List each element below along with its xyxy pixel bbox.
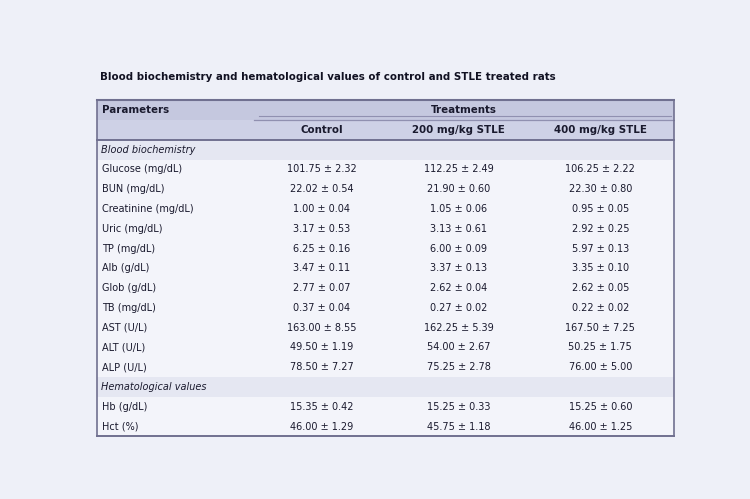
Text: 167.50 ± 7.25: 167.50 ± 7.25 xyxy=(566,323,635,333)
Bar xyxy=(97,140,674,160)
Text: Hematological values: Hematological values xyxy=(101,382,207,392)
Bar xyxy=(97,179,674,199)
Bar xyxy=(97,377,674,397)
Text: Hb (g/dL): Hb (g/dL) xyxy=(103,402,148,412)
Text: 112.25 ± 2.49: 112.25 ± 2.49 xyxy=(424,165,494,175)
Bar xyxy=(97,298,674,318)
Text: 6.00 ± 0.09: 6.00 ± 0.09 xyxy=(430,244,487,253)
Text: 21.90 ± 0.60: 21.90 ± 0.60 xyxy=(427,184,490,194)
Text: 162.25 ± 5.39: 162.25 ± 5.39 xyxy=(424,323,494,333)
Bar xyxy=(97,239,674,258)
Text: 46.00 ± 1.25: 46.00 ± 1.25 xyxy=(568,422,632,432)
Bar xyxy=(97,258,674,278)
Bar xyxy=(97,199,674,219)
Text: 50.25 ± 1.75: 50.25 ± 1.75 xyxy=(568,342,632,352)
Bar xyxy=(97,100,674,120)
Text: 2.77 ± 0.07: 2.77 ± 0.07 xyxy=(293,283,351,293)
Text: TP (mg/dL): TP (mg/dL) xyxy=(103,244,155,253)
Text: 46.00 ± 1.29: 46.00 ± 1.29 xyxy=(290,422,353,432)
Bar xyxy=(97,357,674,377)
Bar xyxy=(97,337,674,357)
Text: 6.25 ± 0.16: 6.25 ± 0.16 xyxy=(293,244,350,253)
Text: 2.62 ± 0.05: 2.62 ± 0.05 xyxy=(572,283,629,293)
Text: ALP (U/L): ALP (U/L) xyxy=(103,362,147,372)
Text: Parameters: Parameters xyxy=(103,105,170,115)
Text: Blood biochemistry: Blood biochemistry xyxy=(101,145,196,155)
Bar xyxy=(97,278,674,298)
Text: 0.22 ± 0.02: 0.22 ± 0.02 xyxy=(572,303,629,313)
Text: 22.02 ± 0.54: 22.02 ± 0.54 xyxy=(290,184,354,194)
Text: 1.05 ± 0.06: 1.05 ± 0.06 xyxy=(430,204,487,214)
Text: 5.97 ± 0.13: 5.97 ± 0.13 xyxy=(572,244,629,253)
Text: 54.00 ± 2.67: 54.00 ± 2.67 xyxy=(427,342,490,352)
Text: TB (mg/dL): TB (mg/dL) xyxy=(103,303,156,313)
Text: 200 mg/kg STLE: 200 mg/kg STLE xyxy=(412,125,505,135)
Text: 49.50 ± 1.19: 49.50 ± 1.19 xyxy=(290,342,353,352)
Text: Creatinine (mg/dL): Creatinine (mg/dL) xyxy=(103,204,194,214)
Text: 15.35 ± 0.42: 15.35 ± 0.42 xyxy=(290,402,354,412)
Text: 3.17 ± 0.53: 3.17 ± 0.53 xyxy=(293,224,350,234)
Text: 75.25 ± 2.78: 75.25 ± 2.78 xyxy=(427,362,490,372)
Text: 0.27 ± 0.02: 0.27 ± 0.02 xyxy=(430,303,488,313)
Text: Glob (g/dL): Glob (g/dL) xyxy=(103,283,157,293)
Text: 3.13 ± 0.61: 3.13 ± 0.61 xyxy=(430,224,487,234)
Text: 3.47 ± 0.11: 3.47 ± 0.11 xyxy=(293,263,350,273)
Text: Glucose (mg/dL): Glucose (mg/dL) xyxy=(103,165,182,175)
Text: 78.50 ± 7.27: 78.50 ± 7.27 xyxy=(290,362,354,372)
Bar xyxy=(97,397,674,417)
Text: ALT (U/L): ALT (U/L) xyxy=(103,342,146,352)
Bar xyxy=(97,417,674,437)
Text: 22.30 ± 0.80: 22.30 ± 0.80 xyxy=(568,184,632,194)
Text: Uric (mg/dL): Uric (mg/dL) xyxy=(103,224,163,234)
Bar xyxy=(97,318,674,337)
Bar xyxy=(97,120,674,140)
Text: Control: Control xyxy=(301,125,344,135)
Text: 3.37 ± 0.13: 3.37 ± 0.13 xyxy=(430,263,487,273)
Text: 15.25 ± 0.33: 15.25 ± 0.33 xyxy=(427,402,490,412)
Text: Alb (g/dL): Alb (g/dL) xyxy=(103,263,150,273)
Text: 2.92 ± 0.25: 2.92 ± 0.25 xyxy=(572,224,629,234)
Text: 3.35 ± 0.10: 3.35 ± 0.10 xyxy=(572,263,628,273)
Text: 163.00 ± 8.55: 163.00 ± 8.55 xyxy=(287,323,357,333)
Text: 45.75 ± 1.18: 45.75 ± 1.18 xyxy=(427,422,490,432)
Bar xyxy=(97,219,674,239)
Text: 15.25 ± 0.60: 15.25 ± 0.60 xyxy=(568,402,632,412)
Text: Treatments: Treatments xyxy=(430,105,496,115)
Text: 0.37 ± 0.04: 0.37 ± 0.04 xyxy=(293,303,350,313)
Text: 106.25 ± 2.22: 106.25 ± 2.22 xyxy=(566,165,635,175)
Text: 0.95 ± 0.05: 0.95 ± 0.05 xyxy=(572,204,629,214)
Text: Hct (%): Hct (%) xyxy=(103,422,139,432)
Text: 76.00 ± 5.00: 76.00 ± 5.00 xyxy=(568,362,632,372)
Text: 2.62 ± 0.04: 2.62 ± 0.04 xyxy=(430,283,487,293)
Text: Blood biochemistry and hematological values of control and STLE treated rats: Blood biochemistry and hematological val… xyxy=(100,72,555,82)
Text: 101.75 ± 2.32: 101.75 ± 2.32 xyxy=(287,165,357,175)
Bar xyxy=(97,160,674,179)
Text: BUN (mg/dL): BUN (mg/dL) xyxy=(103,184,165,194)
Text: 1.00 ± 0.04: 1.00 ± 0.04 xyxy=(293,204,350,214)
Text: AST (U/L): AST (U/L) xyxy=(103,323,148,333)
Text: 400 mg/kg STLE: 400 mg/kg STLE xyxy=(554,125,646,135)
